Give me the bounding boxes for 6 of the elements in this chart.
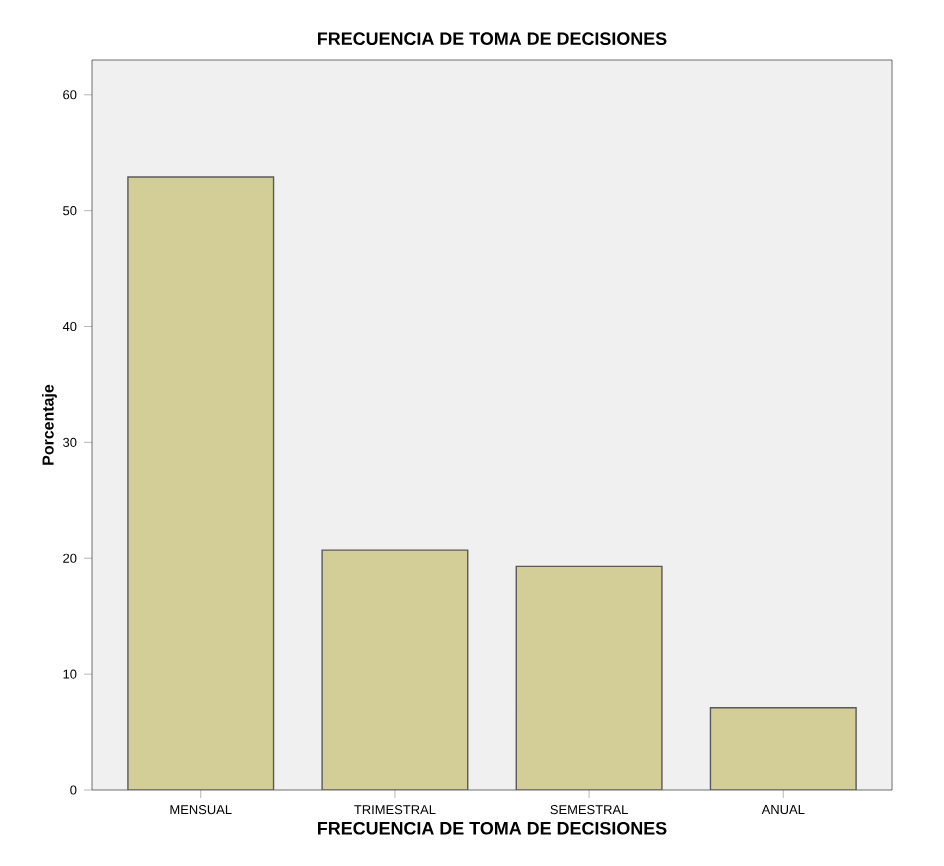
chart-title: FRECUENCIA DE TOMA DE DECISIONES (318, 32, 667, 46)
x-axis-title: FRECUENCIA DE TOMA DE DECISIONES (318, 821, 667, 835)
bar (515, 565, 663, 790)
bar (321, 549, 469, 790)
bar (709, 707, 857, 790)
bar (127, 177, 274, 790)
